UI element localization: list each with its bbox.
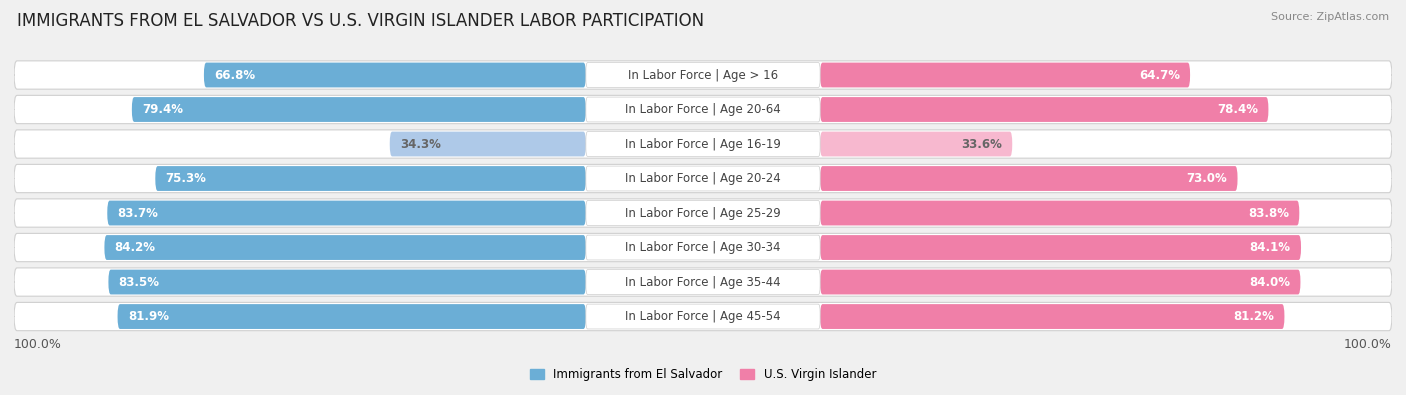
FancyBboxPatch shape [820, 97, 1268, 122]
Text: 84.1%: 84.1% [1250, 241, 1291, 254]
Text: In Labor Force | Age 20-24: In Labor Force | Age 20-24 [626, 172, 780, 185]
Text: 78.4%: 78.4% [1218, 103, 1258, 116]
FancyBboxPatch shape [586, 235, 820, 260]
FancyBboxPatch shape [104, 235, 586, 260]
FancyBboxPatch shape [586, 97, 820, 122]
FancyBboxPatch shape [586, 201, 820, 226]
FancyBboxPatch shape [108, 270, 586, 294]
FancyBboxPatch shape [586, 270, 820, 294]
Text: 64.7%: 64.7% [1139, 68, 1180, 81]
FancyBboxPatch shape [14, 61, 1392, 89]
Legend: Immigrants from El Salvador, U.S. Virgin Islander: Immigrants from El Salvador, U.S. Virgin… [530, 368, 876, 381]
Text: 73.0%: 73.0% [1187, 172, 1227, 185]
FancyBboxPatch shape [204, 62, 586, 87]
FancyBboxPatch shape [586, 62, 820, 87]
Text: 66.8%: 66.8% [214, 68, 256, 81]
FancyBboxPatch shape [132, 97, 586, 122]
Text: 33.6%: 33.6% [962, 137, 1002, 150]
FancyBboxPatch shape [820, 270, 1301, 294]
FancyBboxPatch shape [820, 201, 1299, 226]
FancyBboxPatch shape [389, 132, 586, 156]
Text: In Labor Force | Age 25-29: In Labor Force | Age 25-29 [626, 207, 780, 220]
Text: 84.0%: 84.0% [1249, 276, 1291, 288]
FancyBboxPatch shape [14, 164, 1392, 193]
Text: 79.4%: 79.4% [142, 103, 183, 116]
FancyBboxPatch shape [586, 166, 820, 191]
Text: 83.7%: 83.7% [118, 207, 159, 220]
Text: 81.2%: 81.2% [1233, 310, 1274, 323]
FancyBboxPatch shape [586, 304, 820, 329]
FancyBboxPatch shape [14, 268, 1392, 296]
Text: 100.0%: 100.0% [14, 339, 62, 351]
FancyBboxPatch shape [155, 166, 586, 191]
Text: 83.8%: 83.8% [1249, 207, 1289, 220]
Text: 81.9%: 81.9% [128, 310, 169, 323]
Text: In Labor Force | Age 35-44: In Labor Force | Age 35-44 [626, 276, 780, 288]
FancyBboxPatch shape [107, 201, 586, 226]
Text: In Labor Force | Age 20-64: In Labor Force | Age 20-64 [626, 103, 780, 116]
Text: 34.3%: 34.3% [401, 137, 441, 150]
Text: In Labor Force | Age 16-19: In Labor Force | Age 16-19 [626, 137, 780, 150]
FancyBboxPatch shape [14, 199, 1392, 227]
Text: In Labor Force | Age 45-54: In Labor Force | Age 45-54 [626, 310, 780, 323]
FancyBboxPatch shape [14, 130, 1392, 158]
Text: Source: ZipAtlas.com: Source: ZipAtlas.com [1271, 12, 1389, 22]
FancyBboxPatch shape [14, 303, 1392, 331]
Text: In Labor Force | Age > 16: In Labor Force | Age > 16 [628, 68, 778, 81]
Text: 83.5%: 83.5% [118, 276, 160, 288]
Text: 84.2%: 84.2% [115, 241, 156, 254]
FancyBboxPatch shape [118, 304, 586, 329]
FancyBboxPatch shape [820, 166, 1237, 191]
Text: 100.0%: 100.0% [1344, 339, 1392, 351]
FancyBboxPatch shape [820, 235, 1301, 260]
FancyBboxPatch shape [820, 304, 1285, 329]
FancyBboxPatch shape [586, 132, 820, 156]
Text: In Labor Force | Age 30-34: In Labor Force | Age 30-34 [626, 241, 780, 254]
FancyBboxPatch shape [820, 132, 1012, 156]
FancyBboxPatch shape [14, 233, 1392, 261]
FancyBboxPatch shape [820, 62, 1189, 87]
FancyBboxPatch shape [14, 95, 1392, 124]
Text: IMMIGRANTS FROM EL SALVADOR VS U.S. VIRGIN ISLANDER LABOR PARTICIPATION: IMMIGRANTS FROM EL SALVADOR VS U.S. VIRG… [17, 12, 704, 30]
Text: 75.3%: 75.3% [166, 172, 207, 185]
